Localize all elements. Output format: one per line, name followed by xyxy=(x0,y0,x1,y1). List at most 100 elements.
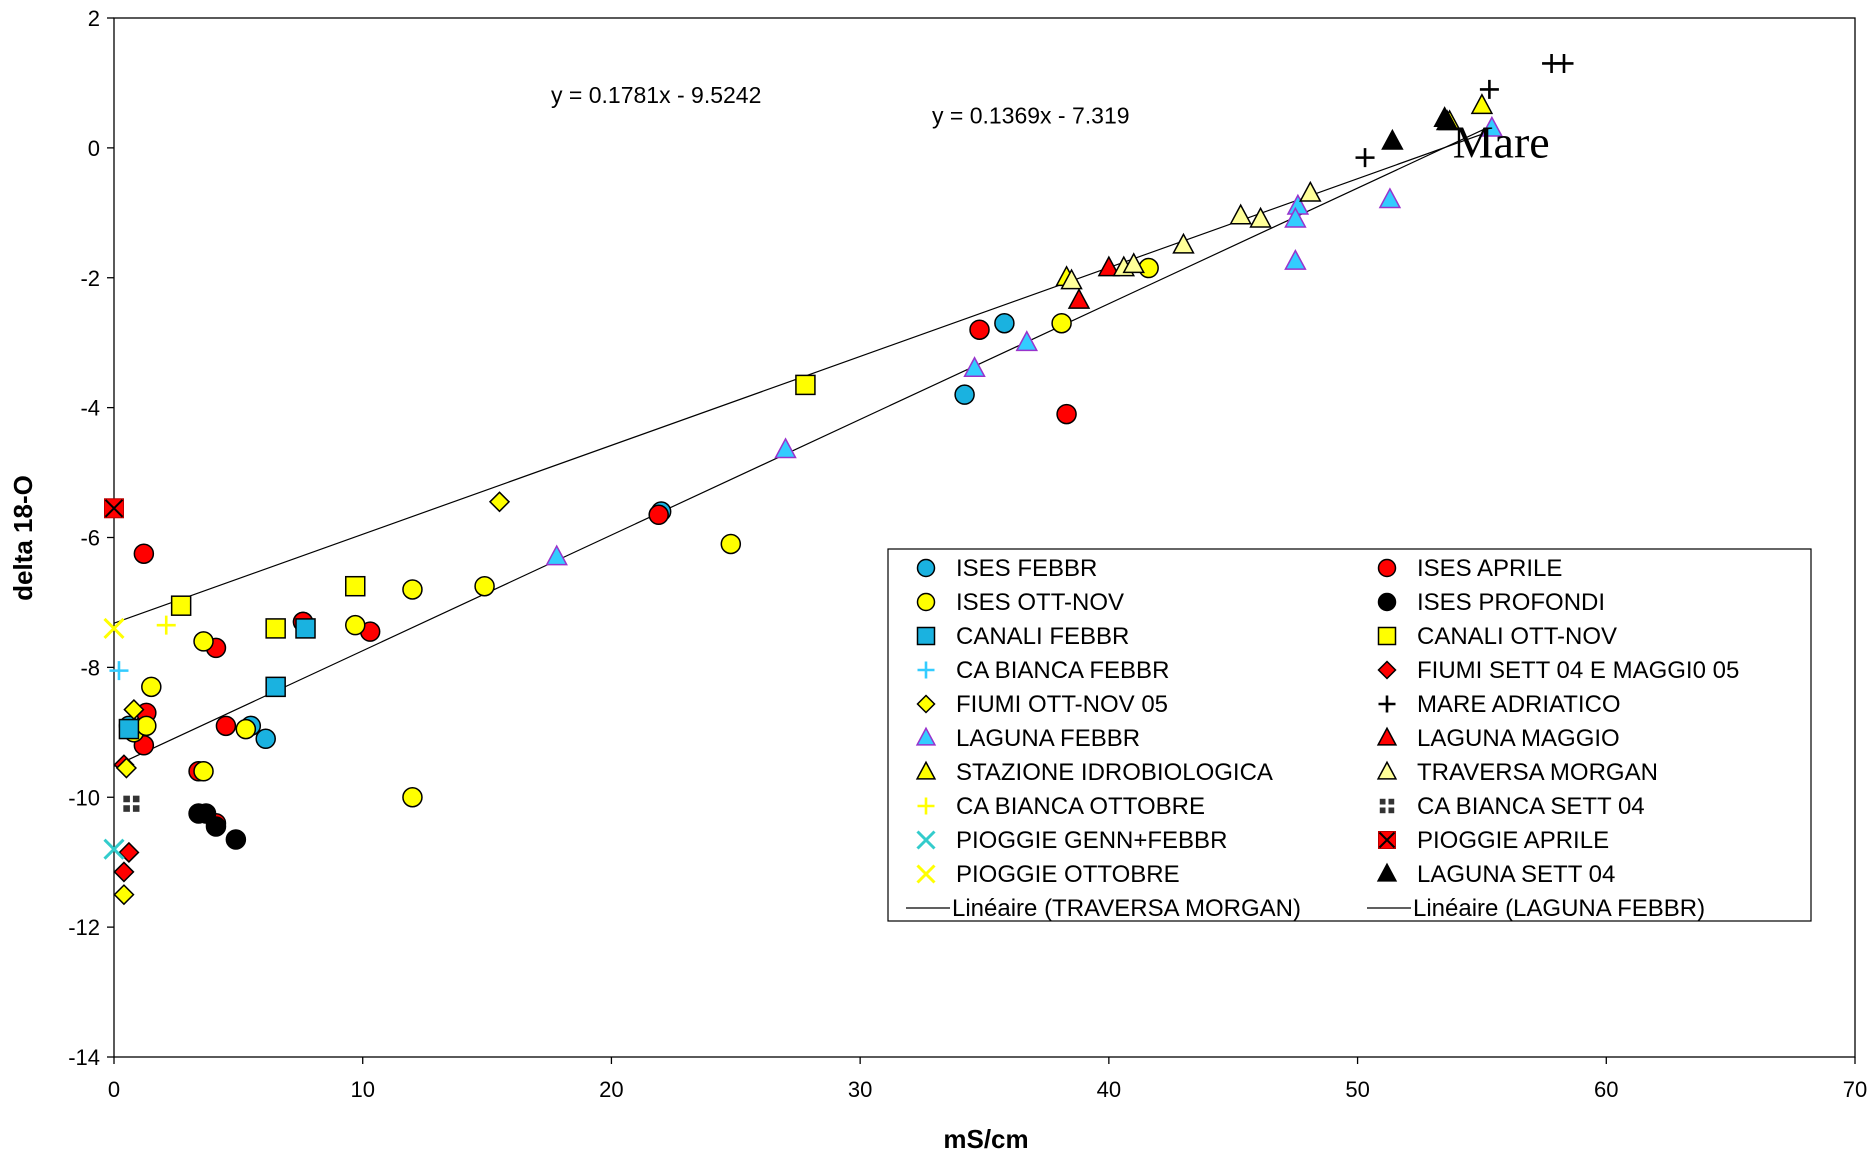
legend-label: LAGUNA FEBBR xyxy=(956,725,1140,752)
legend-item: ISES FEBBR xyxy=(916,555,1097,582)
legend-label: LAGUNA SETT 04 xyxy=(1417,861,1615,888)
legend-marker xyxy=(1379,798,1395,814)
series-laguna-sett-04 xyxy=(1381,106,1459,150)
data-point xyxy=(402,787,423,808)
legend-item: CA BIANCA OTTOBRE xyxy=(917,793,1205,820)
y-tick-label: -8 xyxy=(80,655,100,680)
legend-item: PIOGGIE OTTOBRE xyxy=(916,861,1180,888)
data-point xyxy=(235,718,257,740)
data-point xyxy=(488,491,511,513)
legend-label: ISES APRILE xyxy=(1417,555,1562,582)
legend-marker xyxy=(917,797,935,815)
data-point xyxy=(103,617,125,639)
x-axis-title: mS/cm xyxy=(943,1124,1028,1154)
legend-item: LAGUNA FEBBR xyxy=(915,725,1140,752)
legend-label: FIUMI OTT-NOV 05 xyxy=(956,691,1168,718)
series-pioggie-ottobre xyxy=(103,617,125,639)
legend-item: CA BIANCA SETT 04 xyxy=(1379,793,1645,820)
legend-item: LAGUNA SETT 04 xyxy=(1376,861,1615,888)
series-ca-bianca-sett-04 xyxy=(123,795,140,812)
series-ca-bianca-febbr xyxy=(109,661,129,681)
data-point xyxy=(1015,330,1039,352)
legend-item: PIOGGIE APRILE xyxy=(1378,827,1609,854)
legend-label: CANALI OTT-NOV xyxy=(1417,623,1617,650)
legend-label: STAZIONE IDROBIOLOGICA xyxy=(956,759,1273,786)
data-point xyxy=(104,498,124,519)
legend: ISES FEBBR ISES APRILE ISES OTT-NOV ISES PR… xyxy=(887,548,1812,922)
data-point xyxy=(193,761,214,782)
legend-label: CANALI FEBBR xyxy=(956,623,1129,650)
legend-label: Linéaire (TRAVERSA MORGAN) xyxy=(952,895,1301,922)
data-point xyxy=(133,543,155,564)
legend-marker xyxy=(916,694,936,714)
data-point xyxy=(205,816,227,837)
data-point xyxy=(265,676,286,698)
data-point xyxy=(225,829,247,850)
series-laguna-febbr xyxy=(545,115,1504,566)
legend-marker xyxy=(916,864,936,884)
data-point xyxy=(265,618,286,639)
legend-label: ISES OTT-NOV xyxy=(956,589,1124,616)
legend-item: STAZIONE IDROBIOLOGICA xyxy=(915,759,1273,786)
legend-marker xyxy=(1378,695,1396,713)
data-point xyxy=(1284,249,1307,270)
data-point xyxy=(136,715,157,737)
series-pioggie-genn-febbr xyxy=(103,838,125,860)
y-tick-label: -14 xyxy=(68,1045,100,1070)
data-point xyxy=(141,676,162,698)
data-point xyxy=(113,884,135,906)
legend-label: MARE ADRIATICO xyxy=(1417,691,1621,718)
data-point xyxy=(118,718,140,740)
data-point xyxy=(295,618,316,639)
legend-label: ISES PROFONDI xyxy=(1417,589,1605,616)
data-point xyxy=(1229,203,1252,225)
data-point xyxy=(109,661,129,681)
data-point xyxy=(1067,287,1091,309)
data-point xyxy=(345,614,366,636)
data-point xyxy=(123,795,140,812)
data-point xyxy=(1097,255,1121,277)
series-laguna-maggio xyxy=(1067,255,1121,309)
data-point xyxy=(1554,53,1574,73)
x-tick-label: 70 xyxy=(1843,1077,1867,1102)
data-point xyxy=(963,356,986,378)
legend-label: FIUMI SETT 04 E MAGGI0 05 xyxy=(1417,657,1739,684)
series-mare-adriatico xyxy=(1355,53,1574,168)
data-point xyxy=(795,374,816,396)
data-point xyxy=(954,384,975,405)
legend-label: LAGUNA MAGGIO xyxy=(1417,725,1620,752)
legend-item: LAGUNA MAGGIO xyxy=(1376,725,1620,752)
legend-item: MARE ADRIATICO xyxy=(1378,691,1621,718)
data-point xyxy=(720,533,742,555)
data-point xyxy=(1299,180,1322,202)
data-point xyxy=(402,579,423,600)
data-point xyxy=(103,838,125,860)
legend-marker xyxy=(915,760,937,780)
data-point xyxy=(774,437,797,459)
legend-marker xyxy=(916,592,936,612)
legend-marker xyxy=(1377,558,1397,578)
data-point xyxy=(156,615,176,635)
legend-item: CANALI FEBBR xyxy=(916,623,1129,650)
legend-item: ISES OTT-NOV xyxy=(916,589,1124,616)
data-point xyxy=(255,728,276,750)
y-tick-label: -4 xyxy=(80,396,100,421)
data-point xyxy=(170,595,192,616)
legend-marker xyxy=(1376,760,1398,780)
legend-marker xyxy=(1377,592,1397,612)
data-point xyxy=(1172,232,1195,254)
legend-marker xyxy=(917,661,935,679)
legend-item: CA BIANCA FEBBR xyxy=(917,657,1169,684)
series-pioggie-aprile xyxy=(104,498,124,519)
x-tick-label: 20 xyxy=(599,1077,623,1102)
data-point xyxy=(1122,252,1145,274)
legend-label: PIOGGIE GENN+FEBBR xyxy=(956,827,1227,854)
legend-marker xyxy=(1376,862,1398,882)
equation-annotation-2: y = 0.1369x - 7.319 xyxy=(932,102,1130,128)
legend-item: TRAVERSA MORGAN xyxy=(1376,759,1658,786)
series-fiumi-ott-nov-05 xyxy=(113,491,511,906)
legend-item: FIUMI OTT-NOV 05 xyxy=(916,691,1168,718)
legend-marker xyxy=(916,558,936,578)
data-point xyxy=(1470,93,1494,115)
